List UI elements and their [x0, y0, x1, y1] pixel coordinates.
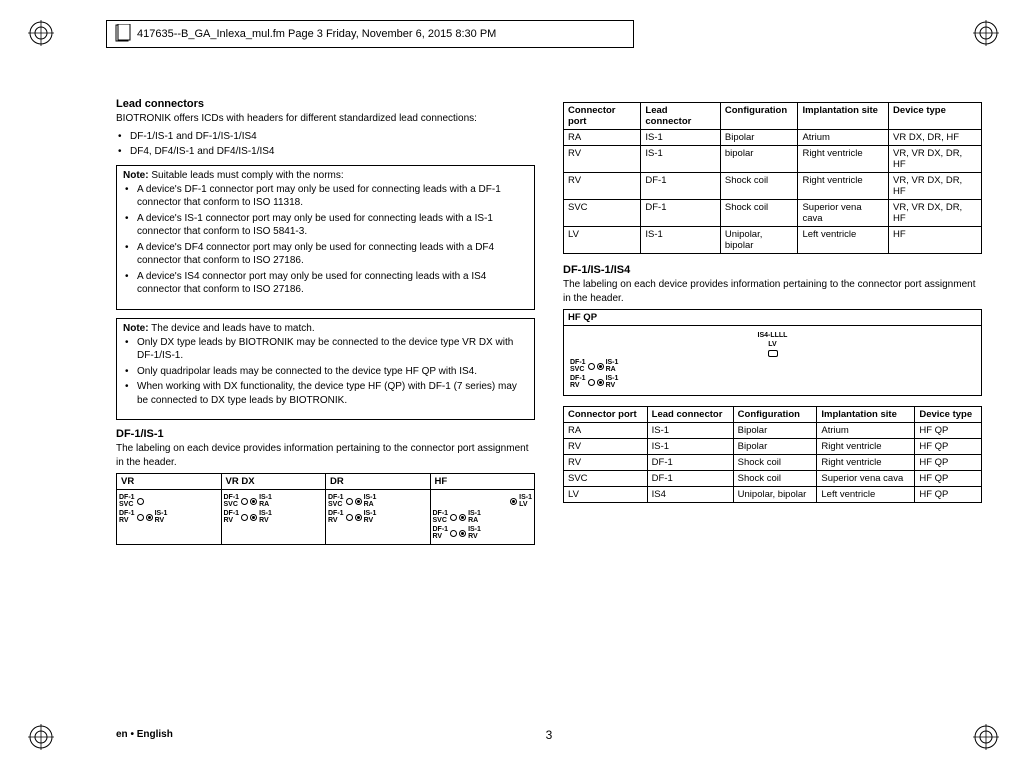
diagram-vrdx: DF-1SVCIS-1RA DF-1RVIS-1RV — [222, 490, 327, 544]
note-lead: Suitable leads must comply with the norm… — [149, 170, 344, 181]
hfqp-head: HF QP — [564, 310, 981, 326]
lead-connectors-list: DF-1/IS-1 and DF-1/IS-1/IS4 DF4, DF4/IS-… — [116, 130, 535, 159]
connector-table-1: Connector port Lead connector Configurat… — [563, 102, 982, 254]
list-item: Only DX type leads by BIOTRONIK may be c… — [123, 336, 528, 363]
th: Implantation site — [817, 407, 915, 423]
crop-info-box: 417635--B_GA_Inlexa_mul.fm Page 3 Friday… — [106, 20, 634, 48]
reg-mark-tr — [973, 20, 999, 46]
table-row: RAIS-1BipolarAtriumHF QP — [564, 423, 982, 439]
diagram-head: HF — [431, 474, 535, 489]
th: Configuration — [720, 103, 798, 130]
page-footer: en • English 3 — [116, 729, 982, 740]
df1-heading: DF-1/IS-1 — [116, 428, 535, 440]
diagram-hf: IS-1LV DF-1SVCIS-1RA DF-1RVIS-1RV — [431, 490, 535, 544]
list-item: A device's DF-1 connector port may only … — [123, 183, 528, 210]
diagram-head: DR — [326, 474, 431, 489]
hfqp-diagram: HF QP IS4-LLLL LV DF-1SVCIS-1RA DF-1RVIS… — [563, 309, 982, 396]
note-box-1: Note: Suitable leads must comply with th… — [116, 165, 535, 310]
table-row: RVIS-1bipolarRight ventricleVR, VR DX, D… — [564, 146, 982, 173]
th: Lead connector — [641, 103, 720, 130]
left-column: Lead connectors BIOTRONIK offers ICDs wi… — [116, 98, 535, 545]
footer-lang: en • English — [116, 729, 173, 740]
table-row: RAIS-1BipolarAtriumVR DX, DR, HF — [564, 130, 982, 146]
table-row: RVIS-1BipolarRight ventricleHF QP — [564, 439, 982, 455]
reg-mark-bl — [28, 724, 54, 750]
list-item: Only quadripolar leads may be connected … — [123, 365, 528, 379]
lead-connectors-intro: BIOTRONIK offers ICDs with headers for d… — [116, 112, 535, 126]
note-box-2: Note: The device and leads have to match… — [116, 318, 535, 421]
th: Implantation site — [798, 103, 889, 130]
th: Device type — [889, 103, 982, 130]
th: Connector port — [564, 103, 641, 130]
list-item: DF-1/IS-1 and DF-1/IS-1/IS4 — [116, 130, 535, 144]
table-row: LVIS4Unipolar, bipolarLeft ventricleHF Q… — [564, 487, 982, 503]
th: Configuration — [733, 407, 817, 423]
note-label: Note: — [123, 323, 149, 334]
table-row: SVCDF-1Shock coilSuperior vena cavaVR, V… — [564, 200, 982, 227]
crop-info-text: 417635--B_GA_Inlexa_mul.fm Page 3 Friday… — [137, 28, 496, 40]
th: Connector port — [564, 407, 648, 423]
table-row: RVDF-1Shock coilRight ventricleVR, VR DX… — [564, 173, 982, 200]
page-icon — [115, 24, 131, 45]
diagram-vr: DF-1SVC DF-1RVIS-1RV — [117, 490, 222, 544]
list-item: When working with DX functionality, the … — [123, 380, 528, 407]
table-row: LVIS-1Unipolar, bipolarLeft ventricleHF — [564, 227, 982, 254]
diagram-head: VR — [117, 474, 222, 489]
note-lead: The device and leads have to match. — [149, 323, 315, 334]
df1-text: The labeling on each device provides inf… — [116, 442, 535, 469]
right-column: Connector port Lead connector Configurat… — [563, 98, 982, 545]
reg-mark-tl — [28, 20, 54, 46]
th: Device type — [915, 407, 982, 423]
list-item: A device's IS-1 connector port may only … — [123, 212, 528, 239]
connector-table-2: Connector port Lead connector Configurat… — [563, 406, 982, 503]
list-item: A device's IS4 connector port may only b… — [123, 270, 528, 297]
diagram-head: VR DX — [222, 474, 327, 489]
table-row: SVCDF-1Shock coilSuperior vena cavaHF QP — [564, 471, 982, 487]
header-diagram-table: VR VR DX DR HF DF-1SVC DF-1RVIS-1RV DF — [116, 473, 535, 545]
df1is4-heading: DF-1/IS-1/IS4 — [563, 264, 982, 276]
lead-connectors-heading: Lead connectors — [116, 98, 535, 110]
df1is4-text: The labeling on each device provides inf… — [563, 278, 982, 305]
list-item: DF4, DF4/IS-1 and DF4/IS-1/IS4 — [116, 145, 535, 159]
note-label: Note: — [123, 170, 149, 181]
th: Lead connector — [647, 407, 733, 423]
list-item: A device's DF4 connector port may only b… — [123, 241, 528, 268]
page-number: 3 — [546, 728, 553, 742]
diagram-dr: DF-1SVCIS-1RA DF-1RVIS-1RV — [326, 490, 431, 544]
table-row: RVDF-1Shock coilRight ventricleHF QP — [564, 455, 982, 471]
